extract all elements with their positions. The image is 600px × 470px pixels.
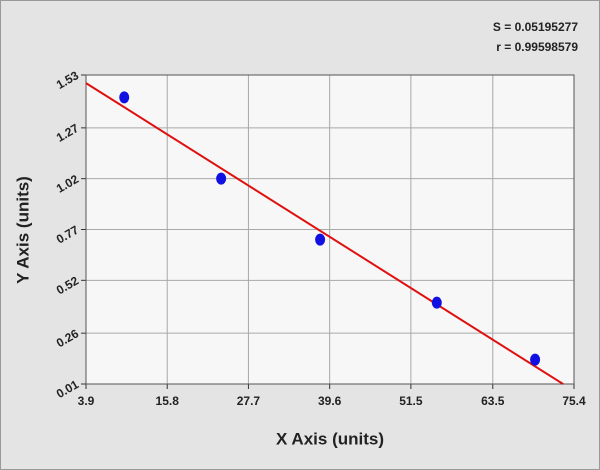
- x-tick-label: 15.8: [156, 394, 180, 408]
- stat-r: r = 0.99598579: [496, 40, 578, 54]
- x-tick-label: 3.9: [78, 394, 95, 408]
- data-point: [530, 353, 541, 366]
- data-point: [216, 172, 227, 185]
- stat-s: S = 0.05195277: [493, 20, 578, 34]
- x-axis-label: X Axis (units): [276, 429, 384, 448]
- y-axis-label: Y Axis (units): [13, 176, 32, 284]
- plot-border: [85, 74, 575, 385]
- data-point: [431, 296, 442, 309]
- data-point: [119, 91, 130, 104]
- data-point: [315, 233, 326, 246]
- x-tick-label: 39.6: [318, 394, 342, 408]
- fit-line: [85, 82, 564, 385]
- x-tick-label: 75.4: [562, 394, 586, 408]
- x-tick-label: 63.5: [481, 394, 505, 408]
- x-tick-label: 51.5: [399, 394, 423, 408]
- x-tick-label: 27.7: [237, 394, 261, 408]
